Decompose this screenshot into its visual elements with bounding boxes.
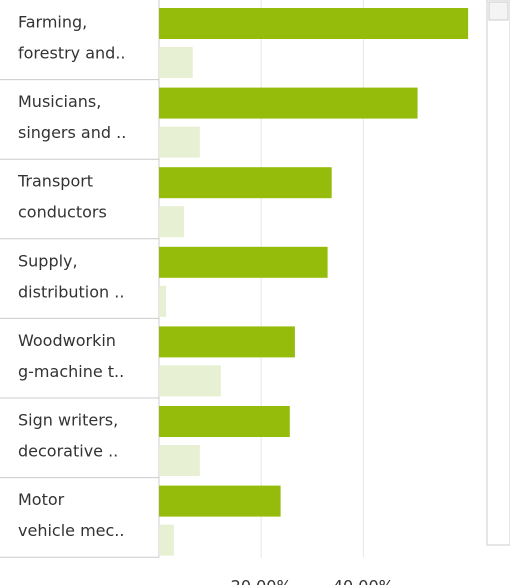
category-label: Sign writers, (18, 411, 118, 430)
category-label: Transport (17, 172, 93, 191)
bar (159, 87, 418, 119)
bar (159, 445, 200, 476)
bar (159, 485, 281, 517)
bar (159, 8, 469, 39)
category-label: conductors (18, 203, 107, 222)
scrollbar-thumb[interactable] (488, 1, 509, 21)
bar (159, 524, 174, 556)
scrollbar-track[interactable] (486, 0, 510, 546)
bar (159, 406, 290, 437)
category-label: singers and .. (18, 123, 126, 142)
category-label: Musicians, (18, 92, 101, 111)
bar (159, 285, 167, 317)
category-label: decorative .. (18, 442, 118, 461)
x-tick-label: 20.00% (231, 577, 292, 585)
bar (159, 47, 193, 78)
category-label: forestry and.. (18, 44, 126, 63)
bar (159, 167, 332, 199)
bar (159, 326, 295, 358)
category-label: Woodworkin (18, 331, 116, 350)
category-label: distribution .. (18, 282, 124, 301)
bar (159, 126, 200, 158)
x-tick-label: 40.00% (333, 577, 394, 585)
category-label: vehicle mec.. (18, 521, 124, 540)
category-label: Supply, (18, 251, 78, 270)
category-label: Farming, (18, 13, 87, 32)
bar (159, 206, 185, 238)
category-label: Motor (18, 490, 65, 509)
bar (159, 365, 221, 397)
category-label: g-machine t.. (18, 362, 124, 381)
bar (159, 246, 328, 278)
